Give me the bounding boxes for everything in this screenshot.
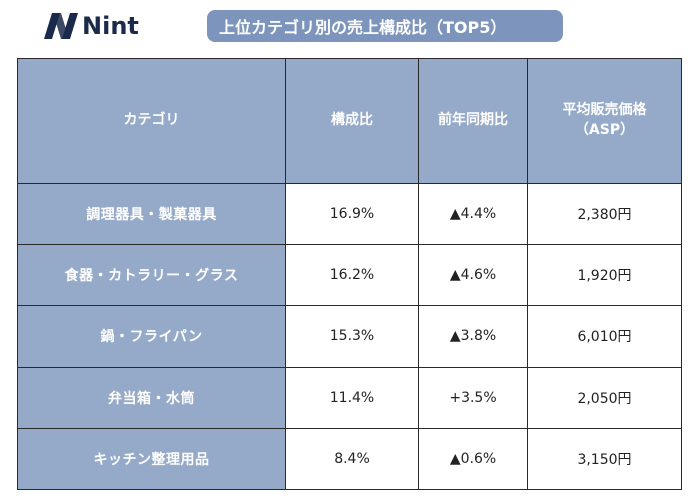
- header-asp-line1: 平均販売価格: [562, 102, 647, 119]
- row-yoy: +3.5%: [418, 366, 528, 429]
- row-yoy: ▲3.8%: [418, 305, 528, 368]
- row-asp: 3,150円: [527, 427, 682, 491]
- table-row: キッチン整理用品 8.4% ▲0.6% 3,150円: [17, 427, 682, 491]
- header-share: 構成比: [285, 58, 419, 184]
- row-category: 食器・カトラリー・グラス: [17, 244, 286, 307]
- table-row: 弁当箱・水筒 11.4% +3.5% 2,050円: [17, 366, 682, 429]
- header-asp-line2: （ASP）: [574, 122, 635, 138]
- header-asp: 平均販売価格 （ASP）: [527, 58, 682, 184]
- row-asp: 2,380円: [527, 182, 682, 246]
- nint-logo: Nint: [44, 10, 139, 42]
- row-category: キッチン整理用品: [17, 427, 286, 491]
- row-yoy: ▲4.4%: [418, 182, 528, 246]
- row-share: 15.3%: [285, 305, 419, 368]
- page-title: 上位カテゴリ別の売上構成比（TOP5）: [207, 10, 563, 42]
- row-yoy: ▲4.6%: [418, 244, 528, 307]
- table-row: 鍋・フライパン 15.3% ▲3.8% 6,010円: [17, 305, 682, 368]
- category-table: カテゴリ 構成比 前年同期比 平均販売価格 （ASP） 調理器具・製菓器具 16…: [17, 58, 682, 491]
- header-yoy: 前年同期比: [418, 58, 528, 184]
- table-header-row: カテゴリ 構成比 前年同期比 平均販売価格 （ASP）: [17, 58, 682, 184]
- row-share: 16.9%: [285, 182, 419, 246]
- row-asp: 6,010円: [527, 305, 682, 368]
- logo-text: Nint: [82, 12, 139, 40]
- row-category: 調理器具・製菓器具: [17, 182, 286, 246]
- row-share: 16.2%: [285, 244, 419, 307]
- row-asp: 2,050円: [527, 366, 682, 429]
- row-share: 8.4%: [285, 427, 419, 491]
- table-row: 調理器具・製菓器具 16.9% ▲4.4% 2,380円: [17, 182, 682, 246]
- row-asp: 1,920円: [527, 244, 682, 307]
- row-category: 鍋・フライパン: [17, 305, 286, 368]
- row-yoy: ▲0.6%: [418, 427, 528, 491]
- table-row: 食器・カトラリー・グラス 16.2% ▲4.6% 1,920円: [17, 244, 682, 307]
- nint-logo-icon: [44, 13, 78, 39]
- header-category: カテゴリ: [17, 58, 286, 184]
- row-share: 11.4%: [285, 366, 419, 429]
- row-category: 弁当箱・水筒: [17, 366, 286, 429]
